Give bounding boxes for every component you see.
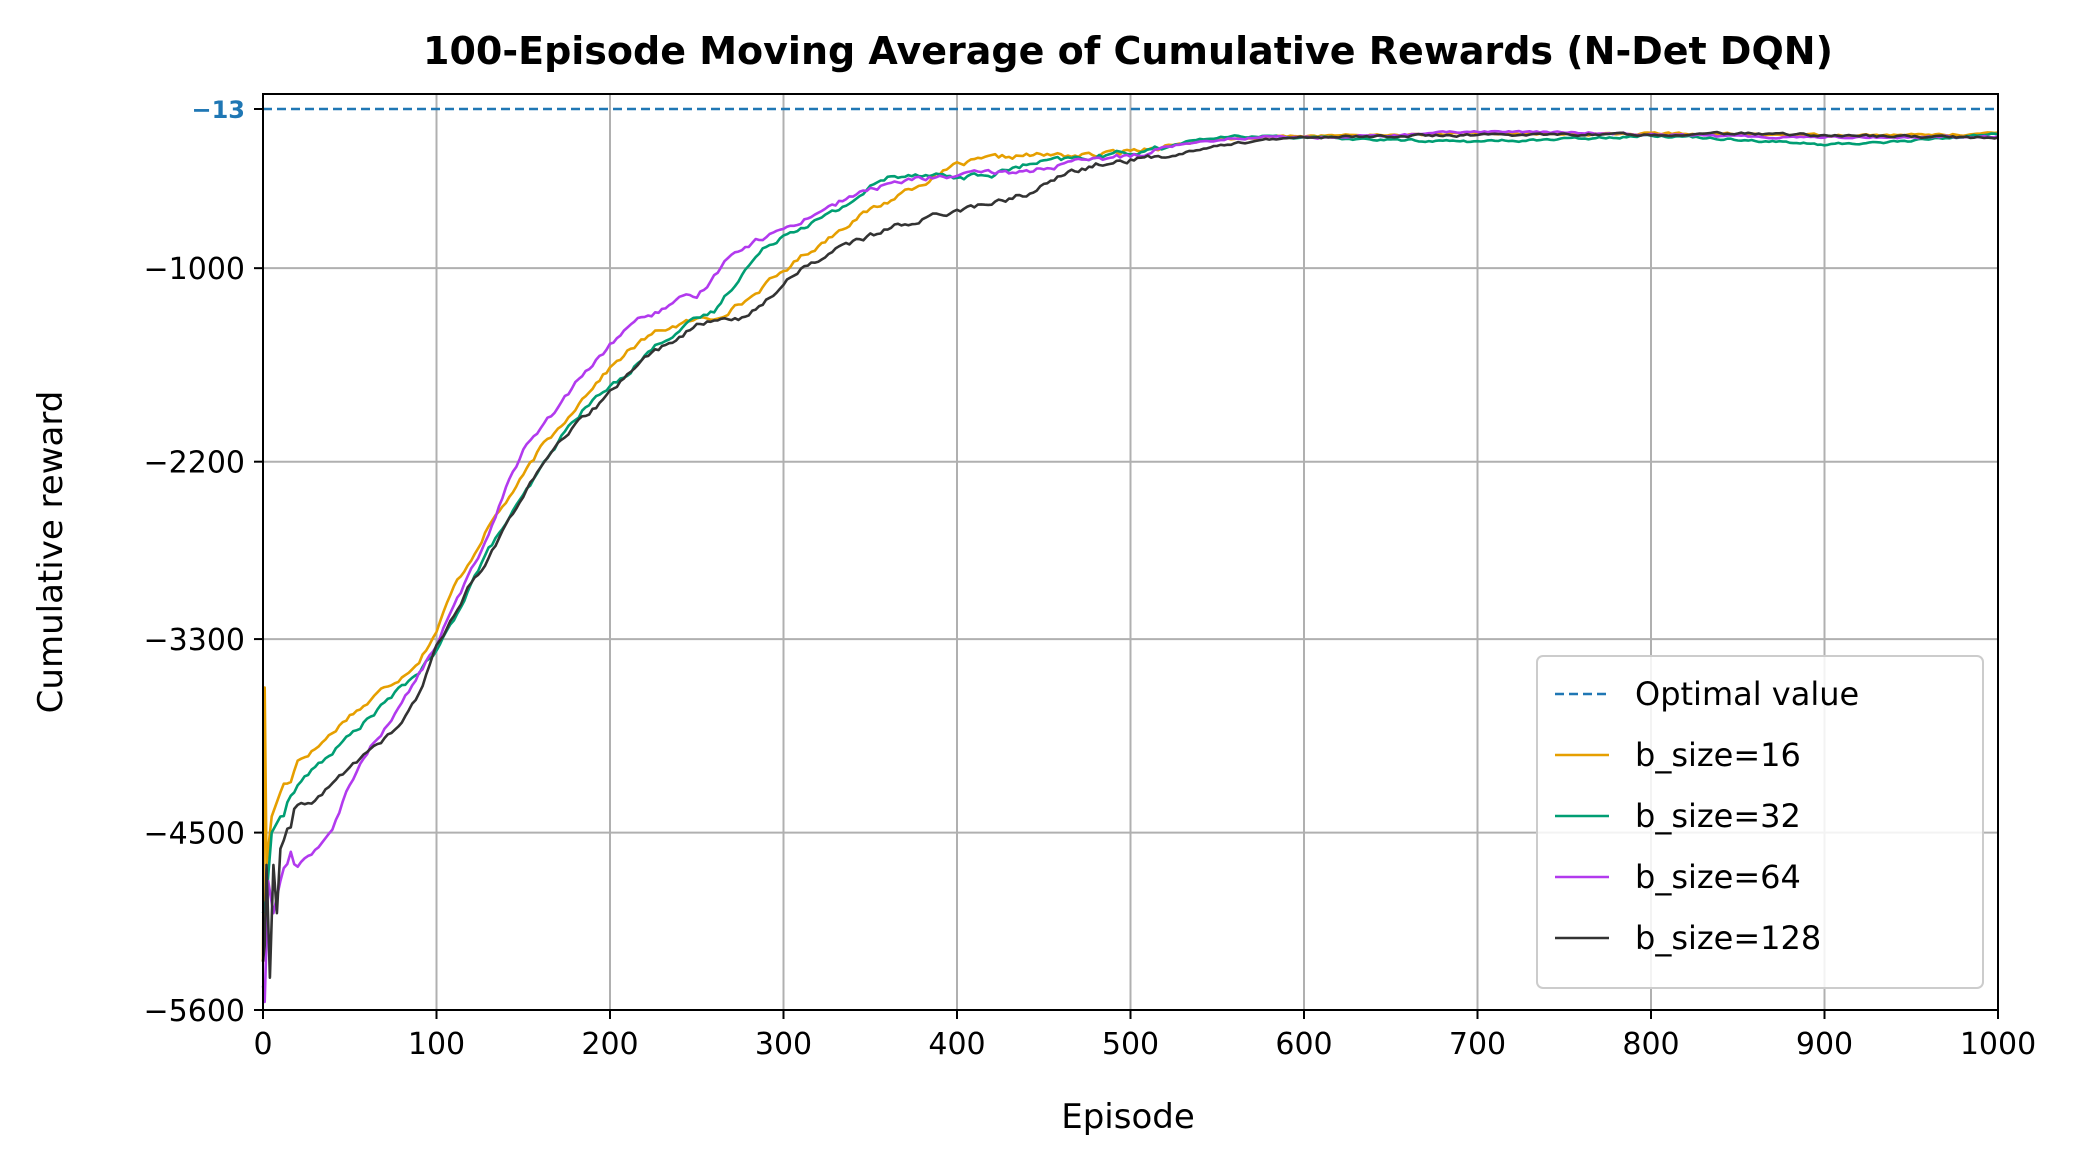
- y-axis-label: Cumulative reward: [31, 391, 71, 714]
- x-tick-label: 500: [1102, 1027, 1159, 1062]
- x-axis-ticks: 0 100 200 300 400 500 600 700 800 900 1000: [253, 1010, 2036, 1062]
- x-axis-label: Episode: [1061, 1097, 1195, 1137]
- y-tick-label: −5600: [144, 994, 245, 1029]
- y-tick-label: −4500: [144, 817, 245, 852]
- x-tick-label: 200: [581, 1027, 638, 1062]
- legend-label: b_size=16: [1635, 736, 1801, 774]
- chart-title: 100-Episode Moving Average of Cumulative…: [423, 29, 1833, 73]
- legend-label: Optimal value: [1635, 675, 1859, 713]
- y-tick-label: −2200: [144, 446, 245, 481]
- series-line-3: [261, 130, 1999, 980]
- series-group: [261, 129, 1999, 1004]
- legend-label: b_size=64: [1635, 858, 1801, 896]
- x-tick-label: 700: [1449, 1027, 1506, 1062]
- x-tick-label: 100: [408, 1027, 465, 1062]
- y-tick-label: −3300: [144, 623, 245, 658]
- x-tick-label: 800: [1622, 1027, 1679, 1062]
- x-tick-label: 0: [253, 1027, 272, 1062]
- y-tick-label: −1000: [144, 252, 245, 287]
- x-tick-label: 400: [928, 1027, 985, 1062]
- optimal-value-tick-label: −13: [191, 96, 245, 124]
- x-tick-label: 600: [1275, 1027, 1332, 1062]
- x-tick-label: 300: [755, 1027, 812, 1062]
- legend-label: b_size=32: [1635, 797, 1801, 835]
- legend-box: [1536, 655, 1984, 989]
- y-axis-ticks: −5600 −4500 −3300 −2200 −1000 −13: [144, 96, 263, 1029]
- series-line-2: [261, 129, 1999, 1004]
- x-tick-label: 900: [1796, 1027, 1853, 1062]
- legend-label: b_size=128: [1635, 919, 1821, 957]
- x-tick-label: 1000: [1960, 1027, 2036, 1062]
- legend: Optimal value b_size=16 b_size=32 b_size=64…: [1536, 655, 1984, 989]
